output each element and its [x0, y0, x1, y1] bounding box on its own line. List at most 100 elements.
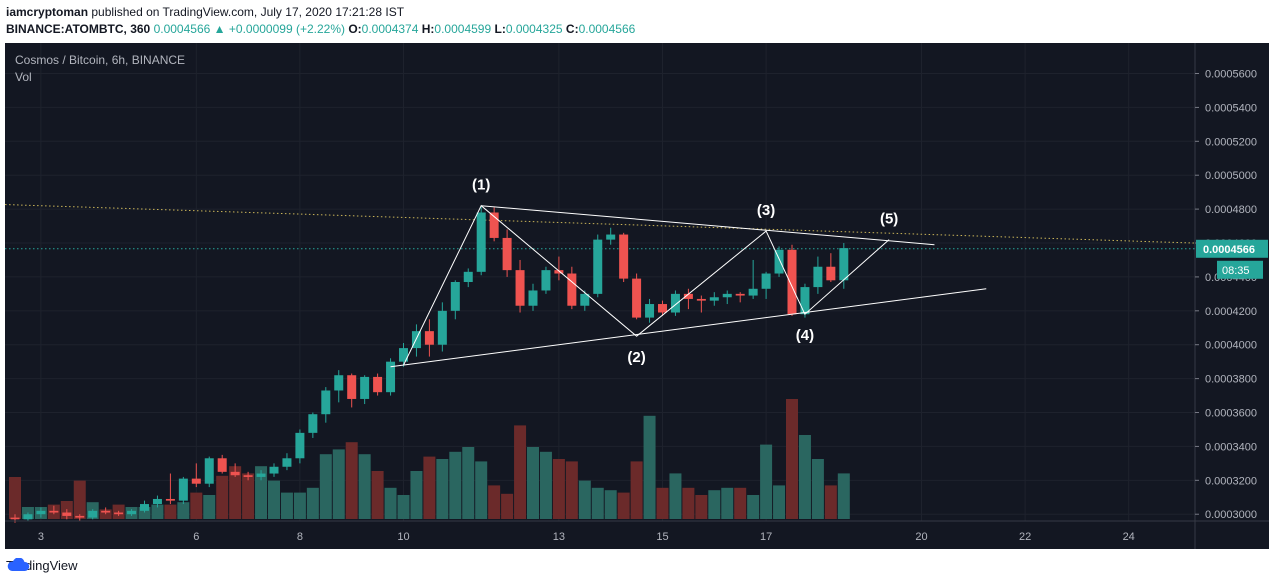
candle-body — [360, 376, 370, 399]
price-tick-label: 0.0003000 — [1205, 509, 1257, 521]
candle-body — [295, 432, 305, 459]
countdown-label: 08:35 — [1222, 265, 1250, 277]
price-change: +0.0000099 (+2.22%) — [228, 22, 345, 36]
volume-bar — [397, 495, 410, 519]
candle-body — [321, 390, 331, 415]
time-tick-label: 3 — [38, 531, 44, 543]
volume-bar — [501, 493, 514, 519]
volume-bar — [578, 480, 591, 519]
time-tick-label: 15 — [656, 531, 668, 543]
candle-body — [230, 471, 240, 476]
volume-bar — [151, 504, 164, 519]
candle-body — [49, 510, 59, 513]
volume-bar — [565, 461, 578, 519]
candle-body — [450, 282, 460, 311]
candle-body — [502, 237, 512, 271]
volume-bar — [255, 466, 268, 519]
candle-body — [761, 273, 771, 289]
candle-body — [101, 510, 111, 513]
price-tick-label: 0.0004000 — [1205, 340, 1257, 352]
candle-body — [774, 249, 784, 274]
candle-body — [515, 270, 525, 306]
volume-bar — [643, 415, 656, 519]
candle-body — [140, 504, 149, 511]
low-value: 0.0004325 — [505, 22, 563, 36]
candle-body — [528, 290, 538, 306]
candle-body — [645, 304, 655, 318]
volume-bar — [760, 444, 773, 519]
candle-body — [670, 293, 680, 313]
time-tick-label: 6 — [193, 531, 199, 543]
volume-bar — [514, 425, 527, 519]
author-name[interactable]: iamcryptoman — [6, 5, 89, 19]
volume-bar — [811, 459, 824, 519]
candle-body — [735, 293, 745, 296]
price-tick-label: 0.0003400 — [1205, 441, 1257, 453]
candle-body — [683, 293, 693, 299]
candle-body — [114, 512, 124, 515]
candle-body — [619, 234, 629, 279]
price-tick-label: 0.0005600 — [1205, 69, 1257, 81]
symbol-ohlc-bar: BINANCE:ATOMBTC, 360 0.0004566 ▲ +0.0000… — [6, 21, 635, 38]
volume-bar — [216, 475, 229, 519]
volume-bar — [824, 485, 837, 519]
chart-legend-title: Cosmos / Bitcoin, 6h, BINANCE — [15, 53, 185, 67]
candle-body — [489, 212, 499, 238]
current-price-label: 0.0004566 — [1203, 244, 1255, 256]
tradingview-footer[interactable]: TradingView — [6, 558, 78, 573]
price-tick-label: 0.0004200 — [1205, 306, 1257, 318]
candle-body — [567, 273, 577, 306]
volume-bar — [527, 447, 539, 519]
volume-bar — [695, 495, 708, 519]
volume-bar — [798, 435, 811, 519]
low-label: L: — [494, 22, 506, 36]
volume-bar — [656, 487, 669, 519]
volume-bar — [177, 502, 190, 519]
volume-bar — [773, 485, 786, 519]
current-price-badge — [1196, 239, 1268, 258]
open-label: O: — [348, 22, 362, 36]
price-chart[interactable]: (1) (2) (3) (4) (5) 0.0003000 0.0003200 0.0003… — [5, 43, 1269, 549]
volume-bar — [164, 504, 177, 519]
candle-body — [204, 458, 214, 484]
volume-bar — [280, 492, 293, 519]
chart-panel[interactable]: (1) (2) (3) (4) (5) 0.0003000 0.0003200 0.0003… — [5, 43, 1269, 549]
tradingview-cloud-icon — [7, 558, 30, 571]
volume-bar — [203, 495, 216, 519]
candle-body — [36, 510, 46, 515]
volume-bar — [734, 487, 747, 519]
candle-body — [839, 248, 849, 281]
price-tick-label: 0.0005000 — [1205, 170, 1257, 182]
candle-body — [23, 514, 33, 520]
countdown-badge — [1217, 260, 1263, 279]
publish-info: iamcryptoman published on TradingView.co… — [6, 4, 404, 21]
candle-body — [269, 466, 279, 474]
time-tick-label: 8 — [297, 531, 303, 543]
volume-bar — [410, 471, 423, 519]
candle-body — [787, 249, 797, 315]
volume-bar — [371, 471, 384, 519]
volume-bar — [488, 485, 501, 519]
wave-label: (5) — [880, 211, 898, 228]
time-tick-label: 13 — [553, 531, 565, 543]
candle-body — [127, 510, 137, 515]
candle-body — [826, 266, 836, 281]
candle-body — [334, 375, 344, 391]
volume-bar — [682, 487, 695, 519]
volume-bar — [462, 447, 475, 519]
candle-body — [632, 278, 642, 318]
volume-bar — [358, 454, 371, 519]
volume-bar — [293, 492, 306, 519]
volume-bar — [9, 477, 21, 519]
volume-bar — [747, 495, 760, 519]
candle-body — [813, 266, 823, 288]
candle-body — [437, 310, 447, 345]
close-label: C: — [565, 22, 579, 36]
candle-body — [593, 239, 603, 294]
price-tick-label: 0.0005200 — [1205, 136, 1257, 148]
volume-bar — [190, 492, 203, 519]
price-tick-label: 0.0005400 — [1205, 102, 1257, 114]
candle-body — [696, 298, 706, 301]
volume-bar — [630, 461, 643, 519]
high-label: H: — [421, 22, 435, 36]
